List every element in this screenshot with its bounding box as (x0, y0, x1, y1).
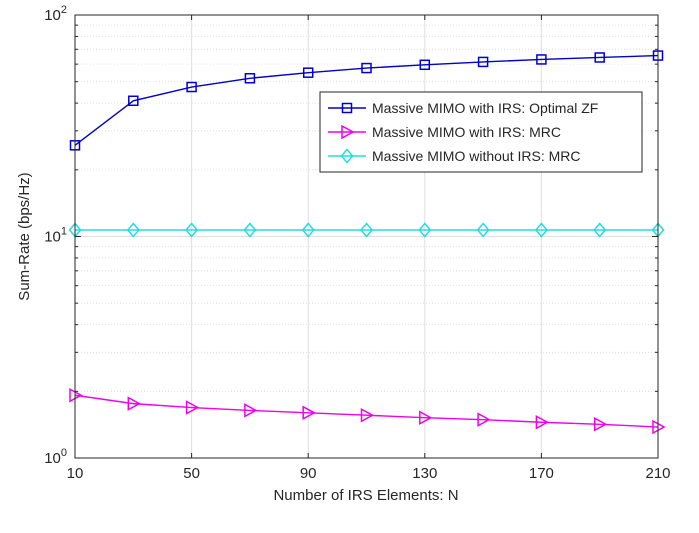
data-point (476, 222, 490, 238)
series-line (74, 54, 659, 146)
x-tick-label: 210 (645, 465, 670, 482)
legend: Massive MIMO with IRS: Optimal ZF Massive… (319, 91, 643, 173)
data-point (128, 95, 139, 107)
y-tick-label: 100 (44, 447, 67, 467)
data-point (419, 410, 433, 425)
data-point (126, 222, 140, 238)
legend-label: Massive MIMO with IRS: Optimal ZF (372, 100, 598, 116)
y-tick-label: 102 (44, 4, 67, 24)
data-point (536, 54, 547, 65)
legend-marker (341, 102, 353, 114)
data-point (418, 222, 432, 238)
x-tick-label: 90 (300, 465, 317, 482)
data-point (419, 59, 431, 71)
data-point (302, 67, 314, 78)
data-point (243, 222, 257, 238)
data-point (360, 222, 373, 238)
y-tick-label: 101 (44, 226, 67, 246)
legend-box (319, 91, 643, 173)
data-point (534, 222, 548, 238)
legend-marker (341, 124, 355, 140)
legend-label: Massive MIMO with IRS: MRC (372, 124, 561, 140)
legend-marker (340, 148, 354, 164)
data-point (593, 417, 608, 432)
y-tick-labels: 100 101 102 (44, 4, 67, 467)
data-point (594, 52, 605, 63)
x-axis-label: Number of IRS Elements: N (273, 487, 458, 504)
data-point (244, 403, 258, 418)
data-point (535, 414, 549, 430)
x-tick-labels: 10 50 90 130 170 210 (67, 465, 671, 482)
data-point (593, 222, 607, 238)
x-tick-label: 130 (412, 465, 437, 482)
legend-label: Massive MIMO without IRS: MRC (372, 148, 580, 164)
data-point (127, 396, 141, 411)
data-point (185, 400, 200, 415)
data-point (360, 407, 375, 423)
axis-ticks (74, 14, 659, 459)
data-point (302, 405, 316, 421)
data-point (301, 222, 315, 238)
series-line (74, 394, 659, 428)
x-tick-label: 50 (183, 465, 200, 482)
data-point (361, 62, 372, 74)
data-point (477, 412, 491, 427)
series-3 (68, 222, 665, 238)
data-point (244, 73, 256, 84)
x-tick-label: 10 (67, 465, 84, 482)
x-tick-label: 170 (529, 465, 554, 482)
data-point (477, 56, 489, 68)
y-axis-label: Sum-Rate (bps/Hz) (16, 172, 33, 300)
series-layer (68, 50, 666, 435)
data-point (186, 81, 197, 93)
data-point (185, 222, 199, 238)
